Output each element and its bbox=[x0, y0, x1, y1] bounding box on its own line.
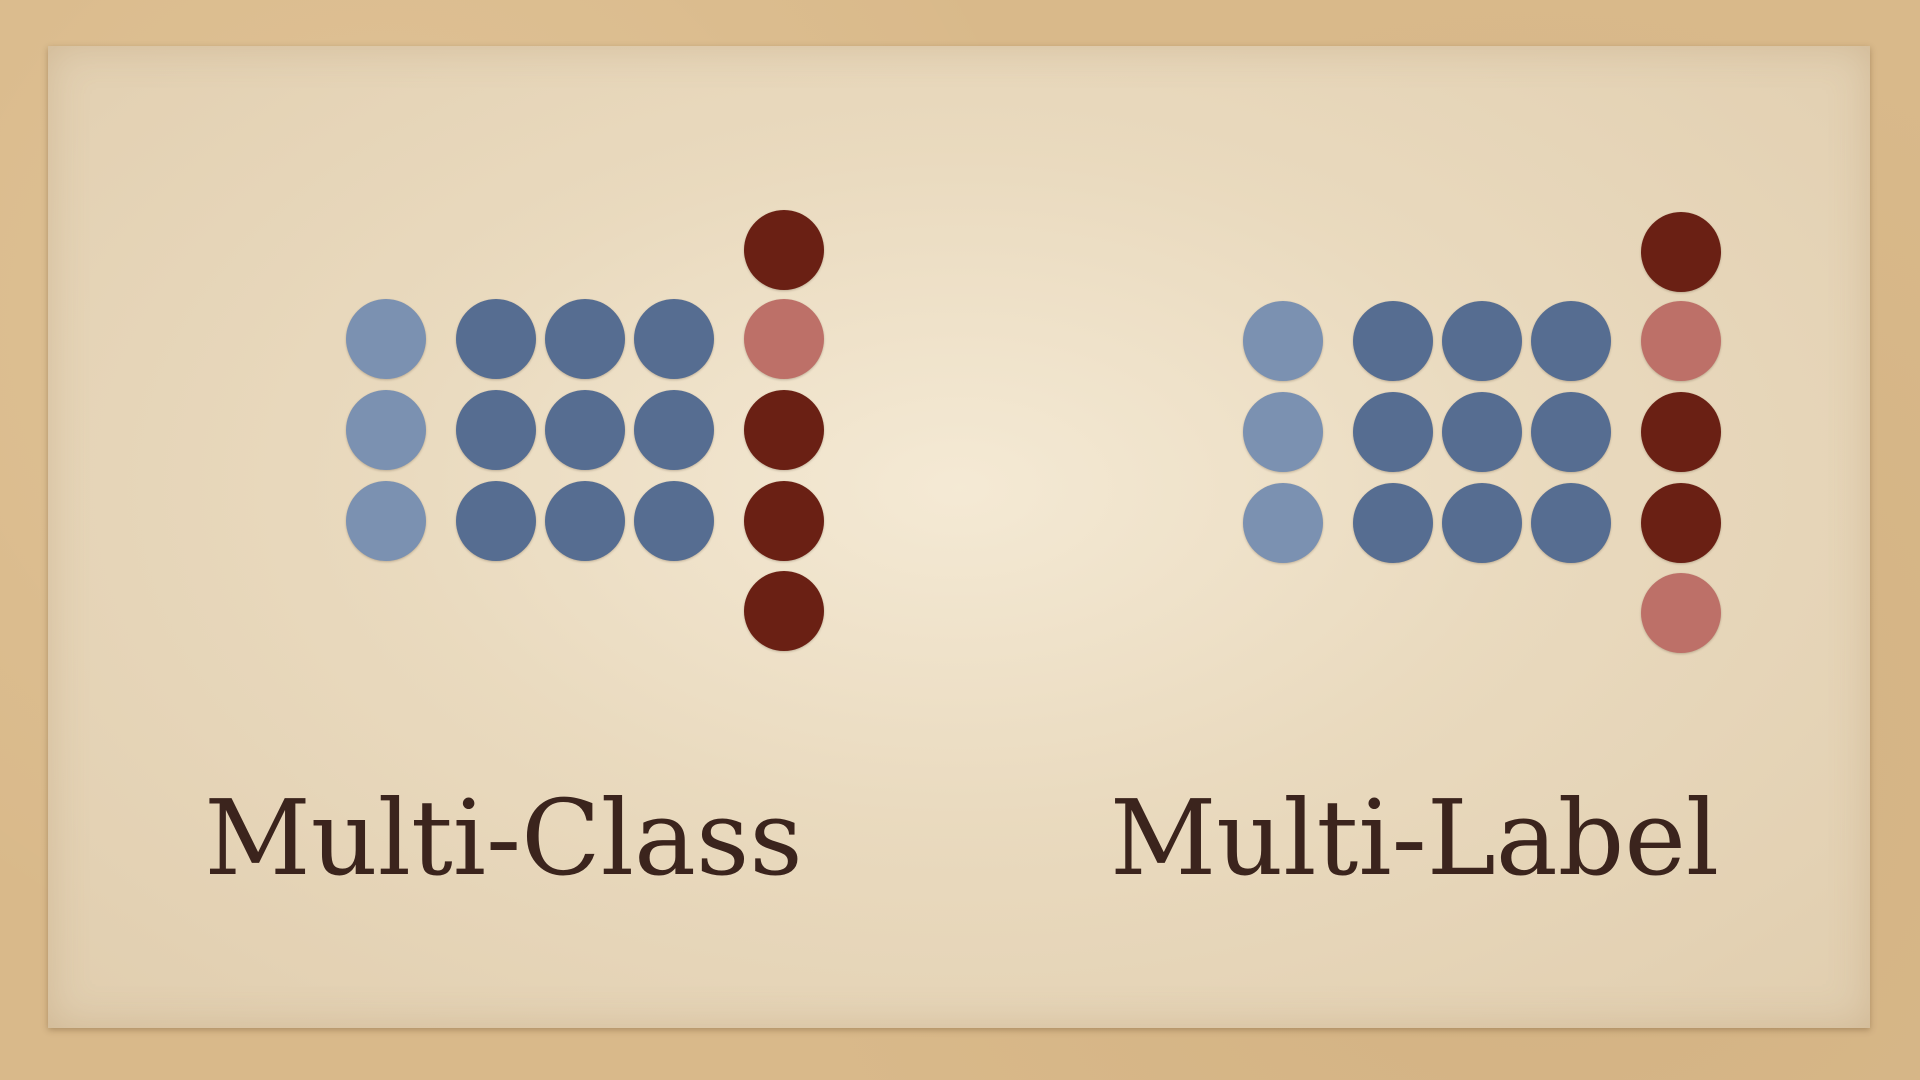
input-dot-dark-blue bbox=[634, 390, 714, 470]
input-dot-dark-blue bbox=[545, 481, 625, 561]
output-dot-pink bbox=[1641, 301, 1721, 381]
input-dot-dark-blue bbox=[456, 481, 536, 561]
paper-sheet: Multi-Class Multi-Label bbox=[48, 46, 1870, 1028]
input-dot-light-blue bbox=[1243, 301, 1323, 381]
dot-grid-multi-class bbox=[48, 46, 959, 1028]
input-dot-light-blue bbox=[1243, 392, 1323, 472]
input-dot-light-blue bbox=[1243, 483, 1323, 563]
input-dot-dark-blue bbox=[1531, 392, 1611, 472]
output-dot-dark-red bbox=[744, 390, 824, 470]
output-dot-dark-red bbox=[1641, 212, 1721, 292]
output-dot-dark-red bbox=[744, 571, 824, 651]
input-dot-dark-blue bbox=[1442, 392, 1522, 472]
input-dot-dark-blue bbox=[634, 481, 714, 561]
panel-multi-class: Multi-Class bbox=[48, 46, 959, 1028]
panel-multi-label: Multi-Label bbox=[959, 46, 1870, 1028]
output-dot-pink bbox=[1641, 573, 1721, 653]
input-dot-dark-blue bbox=[456, 299, 536, 379]
output-dot-dark-red bbox=[1641, 392, 1721, 472]
input-dot-dark-blue bbox=[1531, 301, 1611, 381]
output-dot-dark-red bbox=[744, 481, 824, 561]
output-dot-dark-red bbox=[1641, 483, 1721, 563]
input-dot-dark-blue bbox=[456, 390, 536, 470]
input-dot-dark-blue bbox=[1531, 483, 1611, 563]
input-dot-light-blue bbox=[346, 390, 426, 470]
panel-title-multi-class: Multi-Class bbox=[204, 777, 803, 899]
input-dot-dark-blue bbox=[545, 390, 625, 470]
input-dot-dark-blue bbox=[1353, 483, 1433, 563]
output-dot-dark-red bbox=[744, 210, 824, 290]
input-dot-dark-blue bbox=[545, 299, 625, 379]
panel-title-multi-label: Multi-Label bbox=[1109, 777, 1720, 899]
input-dot-dark-blue bbox=[1353, 301, 1433, 381]
input-dot-dark-blue bbox=[1442, 483, 1522, 563]
output-dot-pink bbox=[744, 299, 824, 379]
input-dot-dark-blue bbox=[1353, 392, 1433, 472]
input-dot-light-blue bbox=[346, 481, 426, 561]
input-dot-light-blue bbox=[346, 299, 426, 379]
input-dot-dark-blue bbox=[634, 299, 714, 379]
input-dot-dark-blue bbox=[1442, 301, 1522, 381]
dot-grid-multi-label bbox=[959, 46, 1870, 1028]
